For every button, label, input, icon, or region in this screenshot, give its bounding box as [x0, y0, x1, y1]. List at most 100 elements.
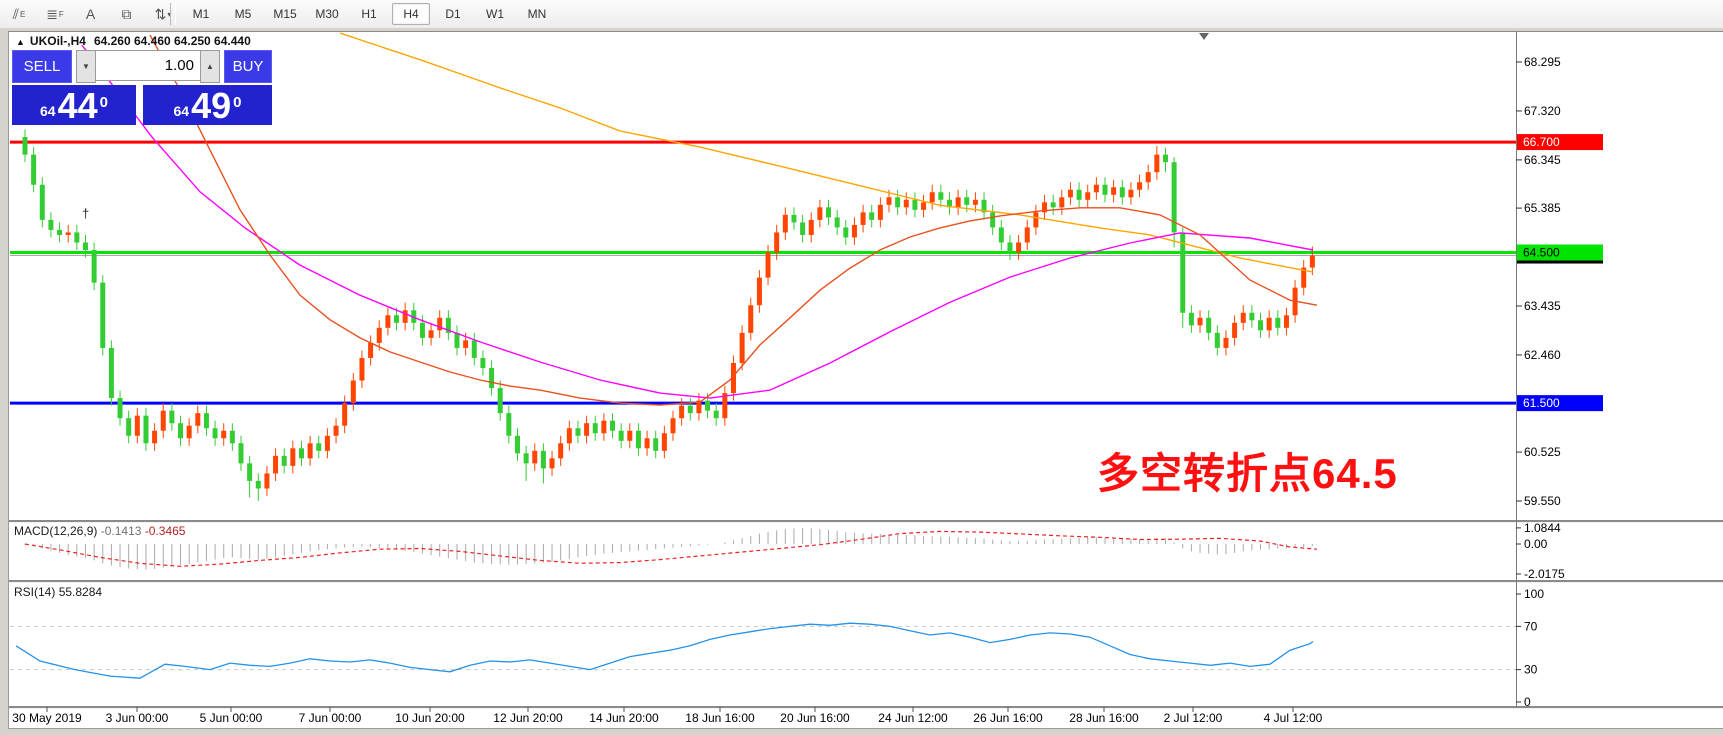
candle-up [368, 342, 374, 358]
candle-up [333, 425, 339, 436]
time-tick-label: 24 Jun 12:00 [878, 711, 948, 725]
candle-down [843, 227, 849, 238]
macd-value-signal: -0.3465 [144, 524, 186, 538]
time-tick-label: 26 Jun 16:00 [973, 711, 1043, 725]
candle-down [981, 199, 987, 213]
timeframe-button-h1[interactable]: H1 [361, 7, 377, 21]
sell-button[interactable]: SELL [12, 50, 72, 83]
candle-up [195, 413, 201, 426]
resistance-line-badge [1517, 134, 1603, 151]
time-tick-label: 7 Jun 00:00 [299, 711, 362, 725]
time-tick-label: 3 Jun 00:00 [106, 711, 169, 725]
candle-down [1171, 162, 1177, 233]
candle-down [826, 207, 832, 218]
timeframe-button-m5[interactable]: M5 [234, 7, 252, 21]
candle-up [903, 199, 909, 208]
candle-up [748, 305, 754, 333]
candle-down [281, 455, 287, 466]
candle-up [1128, 189, 1134, 198]
time-tick-label: 14 Jun 20:00 [589, 711, 659, 725]
sell-price-box[interactable]: 64 44 0 [12, 85, 136, 125]
buy-button[interactable]: BUY [223, 50, 272, 83]
candle-up [1197, 317, 1203, 326]
time-tick-label: 12 Jun 20:00 [493, 711, 563, 725]
volume-input[interactable] [95, 50, 200, 81]
candle-down [912, 199, 918, 210]
candle-down [1206, 317, 1212, 333]
chart-annotation-text[interactable]: 多空转折点64.5 [1097, 450, 1398, 497]
candle-up [290, 448, 296, 466]
candle-up [679, 405, 685, 419]
dagger-marker[interactable]: † [82, 206, 90, 221]
candle-down [126, 418, 132, 436]
candle-up [877, 204, 883, 220]
candle-up [1309, 255, 1315, 268]
candle-up [584, 423, 590, 436]
price-tick-label: 68.295 [1524, 55, 1561, 69]
candle-up [221, 430, 227, 439]
candle-up [972, 199, 978, 205]
candle-up [1085, 192, 1091, 200]
arrows-icon[interactable]: ⇅ ▾ [154, 5, 172, 22]
candle-down [834, 217, 840, 228]
price-tick-label: 62.460 [1524, 348, 1561, 362]
candle-down [143, 415, 149, 444]
candle-down [938, 192, 944, 200]
macd-title: MACD(12,26,9) [14, 524, 98, 538]
timeframe-button-mn[interactable]: MN [527, 7, 547, 21]
candle-down [800, 222, 806, 235]
candle-up [152, 430, 158, 444]
timeframe-button-m1[interactable]: M1 [192, 7, 210, 21]
candle-up [376, 327, 382, 343]
rsi-tick-label: 100 [1524, 587, 1544, 601]
candle-down [74, 232, 80, 243]
candle-up [273, 455, 279, 474]
candle-up [670, 418, 676, 434]
candle-down [895, 197, 901, 208]
rsi-panel-separator[interactable] [9, 580, 1723, 583]
candle-up [774, 232, 780, 253]
candle-down [618, 430, 624, 441]
volume-up-button[interactable]: ▲ [199, 50, 220, 83]
candle-down [229, 430, 235, 444]
buy-price-sup: 0 [233, 94, 242, 111]
candle-up [661, 433, 667, 451]
fibonacci-icon[interactable]: ≣ F [46, 5, 64, 22]
candle-down [592, 423, 598, 434]
candle-up [134, 415, 140, 436]
chart-shift-marker[interactable] [1199, 33, 1209, 40]
candle-down [687, 405, 693, 414]
buy-price-big: 49 [191, 85, 232, 126]
candle-up [385, 315, 391, 328]
timeframe-button-m15[interactable]: M15 [273, 7, 297, 21]
textbox-icon[interactable]: ⧉ [121, 5, 132, 22]
candle-down [497, 388, 503, 414]
timeframe-button-d1[interactable]: D1 [445, 7, 461, 21]
candle-up [1042, 202, 1048, 213]
volume-down-button[interactable]: ▼ [75, 50, 96, 83]
timeframe-buttons: M1 M5 M15 M30 H1 H4 D1 W1 MN [180, 0, 558, 28]
sell-price-sup: 0 [99, 94, 108, 111]
timeframe-button-w1[interactable]: W1 [486, 7, 504, 21]
candle-up [782, 214, 788, 233]
macd-tick-label: 0.00 [1524, 537, 1548, 551]
text-icon[interactable]: A [85, 6, 96, 22]
price-tick-label: 60.525 [1524, 445, 1561, 459]
candle-down [419, 322, 425, 338]
candle-up [65, 232, 71, 235]
collapse-icon[interactable]: ▲ [16, 37, 25, 47]
macd-panel-separator[interactable] [9, 520, 1723, 523]
candle-down [610, 420, 616, 431]
candle-up [601, 420, 607, 434]
timeframe-button-m30[interactable]: M30 [315, 7, 339, 21]
candle-up [350, 380, 356, 404]
timeframe-button-h4[interactable]: H4 [392, 3, 430, 25]
buy-price-box[interactable]: 64 49 0 [143, 85, 272, 125]
candle-up [921, 202, 927, 210]
sell-price-prefix: 64 [40, 103, 56, 119]
candle-up [739, 332, 745, 363]
channel-icon[interactable]: ⫽ E [12, 5, 26, 22]
time-tick-label: 2 Jul 12:00 [1164, 711, 1223, 725]
